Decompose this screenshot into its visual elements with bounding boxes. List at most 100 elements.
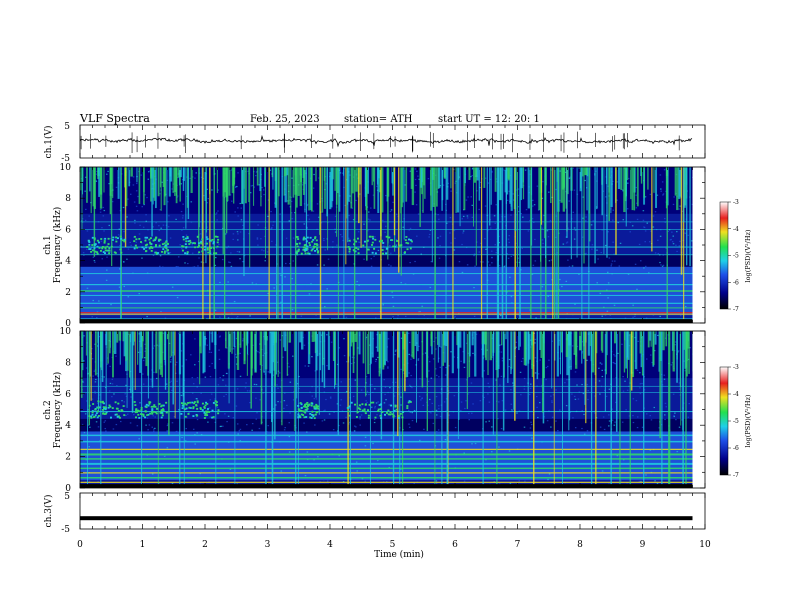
- spectrogram-chorus: [357, 252, 360, 255]
- spectrogram-chorus: [368, 235, 371, 238]
- spectrogram-speckle: [208, 407, 210, 409]
- spectrogram-speckle: [83, 335, 85, 337]
- spectrogram-upper-emission: [159, 167, 161, 188]
- spectrogram-speckle: [142, 373, 144, 375]
- spectrogram-sferic: [281, 167, 283, 323]
- spectrogram-speckle: [384, 283, 386, 285]
- spectrogram-speckle: [657, 239, 659, 241]
- spectrogram-chorus: [211, 238, 214, 241]
- spectrogram-speckle: [634, 315, 636, 318]
- spectrogram-speckle: [340, 381, 342, 383]
- spectrogram-upper-emission: [565, 331, 569, 358]
- spectrogram-speckle: [474, 265, 476, 267]
- spectrogram-speckle: [270, 210, 272, 213]
- spectrogram-sferic: [683, 167, 685, 323]
- spectrogram-speckle: [155, 222, 157, 224]
- spectrogram-speckle: [432, 358, 435, 360]
- spectrogram-sferic: [347, 331, 349, 488]
- spectrogram-upper-emission: [414, 331, 417, 347]
- spectrogram-speckle: [182, 215, 184, 217]
- spectrogram-upper-emission: [308, 167, 310, 211]
- spectrogram-speckle: [509, 276, 511, 278]
- spectrogram-upper-emission: [436, 167, 438, 207]
- spectrogram-speckle: [248, 305, 250, 308]
- spectrogram-speckle: [608, 414, 610, 416]
- spectrogram-upper-emission: [538, 167, 541, 211]
- spectrogram-speckle: [487, 294, 490, 296]
- spectrogram-speckle: [444, 439, 447, 441]
- spectrogram-speckle: [206, 344, 209, 346]
- spectrogram-speckle: [352, 296, 355, 298]
- spectrogram-speckle: [463, 480, 466, 482]
- spectrogram-speckle: [671, 362, 674, 364]
- spectrogram-chorus: [201, 409, 204, 411]
- spectrogram-speckle: [436, 431, 438, 433]
- spectrogram-speckle: [117, 234, 120, 236]
- spectrogram-upper-emission: [159, 331, 162, 343]
- spectrogram-chorus: [398, 245, 401, 248]
- spectrogram-upper-emission: [190, 167, 193, 193]
- spectrogram-speckle: [639, 387, 641, 389]
- spectrogram-chorus: [151, 409, 154, 412]
- spectrogram-speckle: [594, 395, 596, 397]
- spectrogram-speckle: [474, 285, 476, 287]
- spectrogram-upper-emission: [505, 167, 509, 195]
- spectrogram-speckle: [529, 219, 531, 222]
- spectrogram-speckle: [419, 378, 421, 380]
- spectrogram-sferic: [661, 331, 663, 488]
- spectrogram-speckle: [358, 274, 360, 276]
- spectrogram-chorus: [204, 414, 207, 416]
- spectrogram-speckle: [671, 231, 673, 233]
- spectrogram-chorus: [107, 243, 110, 245]
- spectrogram-upper-emission: [565, 167, 568, 209]
- spectrogram-speckle: [108, 390, 111, 392]
- spectrogram-speckle: [361, 468, 364, 470]
- spectrogram-speckle: [227, 415, 230, 417]
- spectrogram-chorus: [141, 413, 144, 416]
- spectrogram-speckle: [438, 284, 440, 286]
- spectrogram-speckle: [180, 447, 182, 449]
- spectrogram-chorus: [408, 400, 411, 402]
- spectrogram-chorus: [407, 242, 410, 245]
- spectrogram-speckle: [590, 224, 593, 226]
- spectrogram-speckle: [171, 286, 174, 288]
- spectrogram-chorus: [389, 411, 392, 414]
- spectrogram-speckle: [421, 397, 424, 399]
- spectrogram-speckle: [581, 308, 584, 310]
- spectrogram-speckle: [182, 203, 184, 205]
- spectrogram-speckle: [653, 350, 656, 352]
- spectrogram-sferic: [680, 331, 682, 426]
- spectrogram-chorus: [182, 236, 185, 238]
- spectrogram-speckle: [133, 279, 135, 281]
- spectrogram-speckle: [288, 220, 291, 222]
- spectrogram-speckle: [664, 217, 666, 220]
- spectrogram-speckle: [289, 196, 291, 198]
- spectrogram-speckle: [564, 297, 566, 300]
- spectrogram-upper-emission: [321, 167, 324, 213]
- spectrogram-speckle: [422, 279, 425, 281]
- spectrogram-speckle: [235, 186, 237, 188]
- spectrogram-speckle: [435, 348, 437, 350]
- spectrogram-speckle: [166, 447, 169, 449]
- spectrogram-speckle: [293, 479, 295, 482]
- spectrogram-chorus: [161, 404, 164, 407]
- spectrogram-band: [80, 290, 693, 292]
- spectrogram-speckle: [345, 390, 348, 393]
- spectrogram-chorus: [204, 245, 207, 248]
- spectrogram-chorus: [138, 410, 141, 413]
- spectrogram-upper-emission: [157, 167, 160, 197]
- spectrogram-speckle: [391, 282, 394, 284]
- spectrogram-upper-emission: [364, 167, 368, 197]
- spectrogram-upper-emission: [489, 331, 492, 361]
- spectrogram-upper-emission: [299, 331, 302, 343]
- spectrogram-speckle: [573, 227, 576, 229]
- date-label: Feb. 25, 2023: [250, 114, 320, 125]
- spectrogram-chorus: [315, 407, 318, 410]
- spectrogram-speckle: [622, 376, 624, 378]
- spectrogram-speckle: [489, 264, 491, 266]
- spectrogram-speckle: [231, 282, 234, 285]
- freq-tick-label: 4: [65, 421, 71, 431]
- spectrogram-speckle: [475, 333, 478, 335]
- spectrogram-speckle: [573, 238, 576, 240]
- spectrogram-speckle: [142, 284, 145, 287]
